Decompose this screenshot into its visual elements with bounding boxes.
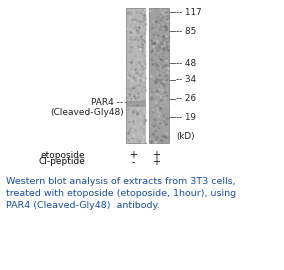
Text: -- 19: -- 19 xyxy=(176,113,196,122)
Text: CI-peptide: CI-peptide xyxy=(38,157,85,167)
Text: -- 34: -- 34 xyxy=(176,75,196,84)
Text: +: + xyxy=(152,150,160,160)
Text: -- 85: -- 85 xyxy=(176,26,196,36)
Text: etoposide: etoposide xyxy=(41,151,85,160)
Text: PAR4 --: PAR4 -- xyxy=(91,98,124,107)
Bar xyxy=(149,8,169,143)
Text: (Cleaved-Gly48): (Cleaved-Gly48) xyxy=(50,107,124,117)
Bar xyxy=(149,100,169,107)
Bar xyxy=(126,100,146,107)
Text: -- 117: -- 117 xyxy=(176,8,202,17)
Text: +: + xyxy=(152,157,160,167)
Text: (kD): (kD) xyxy=(176,132,195,141)
Text: Western blot analysis of extracts from 3T3 cells,
treated with etoposide (etopos: Western blot analysis of extracts from 3… xyxy=(6,177,236,210)
Bar xyxy=(146,8,149,143)
Text: -- 48: -- 48 xyxy=(176,59,196,68)
Text: -: - xyxy=(132,157,135,167)
Bar xyxy=(126,8,146,143)
Text: -- 26: -- 26 xyxy=(176,94,196,103)
Text: +: + xyxy=(130,150,137,160)
